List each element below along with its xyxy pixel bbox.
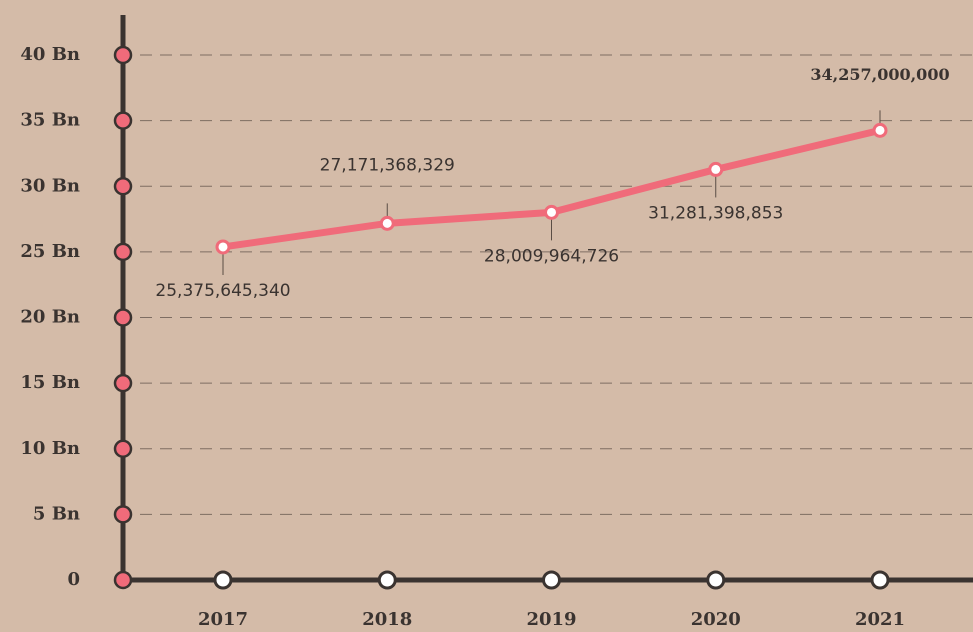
x-tick-label: 2018	[362, 609, 412, 630]
x-tick-label: 2019	[526, 609, 576, 630]
point	[872, 122, 888, 138]
x-tick-dot	[542, 570, 561, 590]
value-label: 28,009,964,726	[484, 246, 619, 266]
y-tick-dot	[113, 177, 133, 196]
x-tick-dot	[706, 570, 726, 590]
plot: 0 5 Bn 10 Bn 15 Bn 20 Bn 25 Bn 30 Bn 35 Bn 40 Bn…	[20, 44, 949, 630]
point	[544, 204, 559, 220]
y-tick-dot	[113, 570, 133, 590]
y-tick-label: 0	[67, 569, 80, 590]
y-tick-label: 25 Bn	[20, 241, 80, 262]
y-tick-dot	[113, 505, 133, 524]
y-tick-label: 35 Bn	[20, 110, 80, 131]
y-tick-dot	[113, 111, 133, 130]
point	[379, 215, 395, 231]
x-tick-dot	[213, 570, 233, 590]
x-tick-dot	[870, 570, 890, 590]
y-tick-label: 15 Bn	[20, 372, 80, 393]
point	[708, 161, 724, 177]
x-tick-label: 2020	[691, 609, 741, 630]
value-label: 34,257,000,000	[810, 65, 949, 84]
value-label: 27,171,368,329	[320, 155, 455, 175]
y-tick-dot	[113, 242, 133, 262]
y-tick-label: 30 Bn	[20, 175, 80, 196]
y-tick-label: 40 Bn	[20, 44, 80, 65]
y-tick-dot	[113, 439, 133, 458]
value-label: 31,281,398,853	[648, 203, 783, 223]
y-tick-label: 5 Bn	[33, 503, 80, 524]
point	[215, 239, 231, 255]
y-tick-label: 10 Bn	[20, 438, 80, 459]
x-tick-label: 2017	[198, 609, 248, 630]
value-label: 25,375,645,340	[155, 281, 290, 301]
x-tick-label: 2021	[855, 609, 905, 630]
y-tick-dot	[113, 45, 133, 65]
x-tick-dot	[377, 570, 397, 590]
y-tick-label: 20 Bn	[20, 307, 80, 328]
y-tick-dot	[113, 308, 133, 327]
y-tick-dot	[113, 373, 133, 393]
